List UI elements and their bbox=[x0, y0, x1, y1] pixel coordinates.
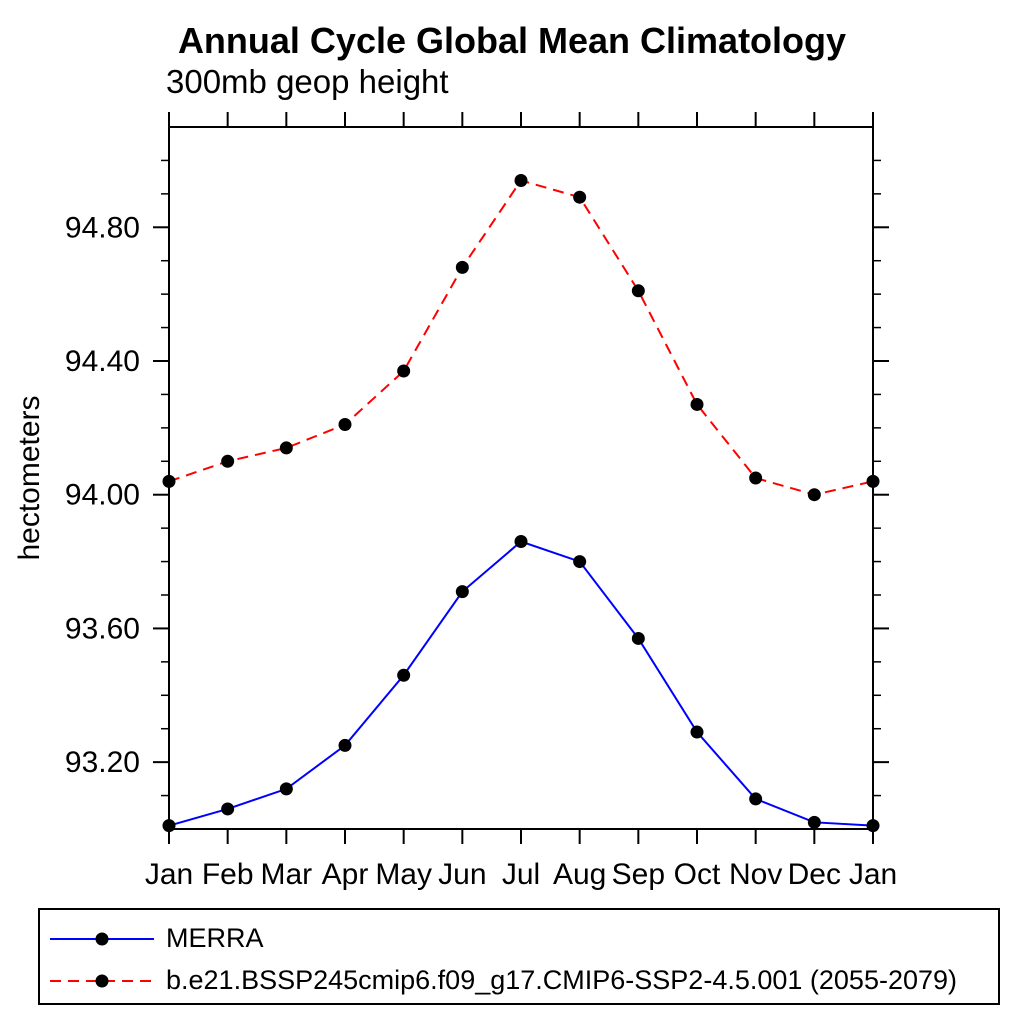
legend-marker-icon bbox=[95, 932, 109, 945]
data-point-marker bbox=[749, 471, 763, 485]
data-point-marker bbox=[455, 585, 469, 599]
data-point-marker bbox=[514, 173, 528, 187]
legend-label-model: b.e21.BSSP245cmip6.f09_g17.CMIP6-SSP2-4.… bbox=[166, 965, 958, 995]
x-tick-label: Feb bbox=[202, 858, 254, 891]
data-point-marker bbox=[397, 364, 411, 378]
data-point-marker bbox=[397, 668, 411, 682]
data-point-marker bbox=[221, 454, 235, 468]
data-point-marker bbox=[807, 815, 821, 829]
x-tick-label: Nov bbox=[729, 858, 782, 891]
data-point-marker bbox=[455, 260, 469, 274]
data-point-marker bbox=[279, 441, 293, 455]
data-point-marker bbox=[162, 474, 176, 488]
data-point-marker bbox=[514, 535, 528, 549]
legend-label-merra: MERRA bbox=[166, 923, 264, 953]
x-tick-label: Sep bbox=[612, 858, 665, 891]
chart-title: Annual Cycle Global Mean Climatology bbox=[177, 20, 847, 61]
x-tick-label: Apr bbox=[322, 858, 369, 891]
data-point-marker bbox=[573, 555, 587, 569]
data-point-marker bbox=[338, 738, 352, 752]
data-point-marker bbox=[866, 474, 880, 488]
series-line bbox=[168, 179, 874, 496]
data-point-marker bbox=[279, 782, 293, 796]
legend-line-sample-solid bbox=[50, 932, 154, 945]
x-tick-label: Jun bbox=[438, 858, 486, 891]
data-point-marker bbox=[631, 284, 645, 298]
data-point-marker bbox=[749, 792, 763, 806]
legend-box: MERRA b.e21.BSSP245cmip6.f09_g17.CMIP6-S… bbox=[38, 908, 1000, 1005]
data-point-marker bbox=[807, 488, 821, 502]
data-point-marker bbox=[690, 397, 704, 411]
plot-frame bbox=[168, 126, 874, 830]
x-tick-label: May bbox=[375, 858, 432, 891]
y-tick-label: 93.20 bbox=[65, 746, 140, 779]
data-point-marker bbox=[338, 418, 352, 432]
data-point-marker bbox=[631, 631, 645, 645]
chart-subtitle: 300mb geop height bbox=[166, 63, 449, 100]
data-point-marker bbox=[162, 819, 176, 833]
y-tick-label: 94.00 bbox=[65, 479, 140, 512]
y-tick-label: 93.60 bbox=[65, 612, 140, 645]
x-tick-label: Dec bbox=[788, 858, 841, 891]
x-tick-label: Oct bbox=[674, 858, 721, 891]
x-tick-label: Mar bbox=[260, 858, 312, 891]
legend-marker-icon bbox=[95, 974, 109, 987]
x-tick-label: Jan bbox=[145, 858, 193, 891]
legend-item-merra: MERRA bbox=[48, 923, 264, 954]
legend-item-model: b.e21.BSSP245cmip6.f09_g17.CMIP6-SSP2-4.… bbox=[48, 965, 957, 996]
data-point-marker bbox=[690, 725, 704, 739]
x-tick-label: Aug bbox=[553, 858, 606, 891]
y-tick-label: 94.80 bbox=[65, 211, 140, 244]
series-line bbox=[168, 540, 874, 827]
x-tick-label: Jul bbox=[502, 858, 540, 891]
x-tick-label: Jan bbox=[849, 858, 897, 891]
data-point-marker bbox=[573, 190, 587, 204]
data-point-marker bbox=[221, 802, 235, 816]
y-tick-label: 94.40 bbox=[65, 345, 140, 378]
data-point-marker bbox=[866, 819, 880, 833]
legend-line-sample-dashed bbox=[50, 974, 154, 987]
